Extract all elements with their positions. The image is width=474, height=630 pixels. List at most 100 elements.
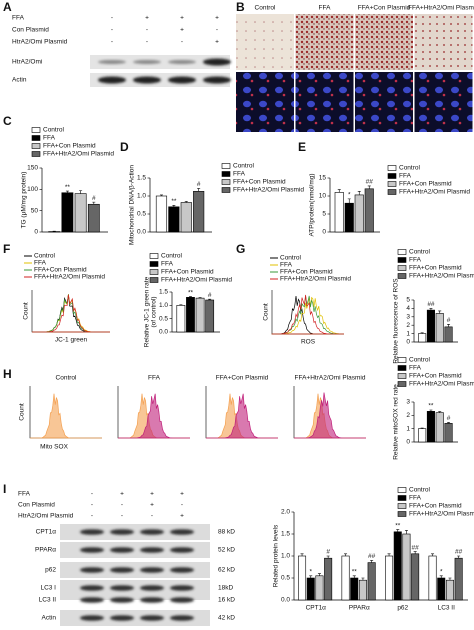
bar — [393, 531, 402, 601]
significance-mark: * — [348, 192, 351, 199]
legend-label: FFA+HtrA2/Omi Plasmid — [409, 273, 474, 280]
histogram-frame — [31, 290, 110, 333]
treatment-sign: - — [146, 27, 148, 34]
y-axis-label: Count — [263, 303, 270, 321]
treatment-sign: + — [215, 15, 219, 22]
histogram-curve — [271, 296, 345, 335]
x-tick-label: PPARα — [349, 605, 370, 612]
treatment-label: FFA — [12, 15, 25, 22]
treatment-sign: - — [181, 502, 183, 509]
y-tick-label: 0.0 — [281, 597, 290, 604]
legend-label: FFA+HtrA2/Omi Plasmid — [399, 189, 470, 196]
legend-swatch — [387, 173, 397, 179]
y-tick-label: 2.0 — [281, 509, 290, 516]
blot-band — [140, 585, 164, 591]
legend-swatch — [397, 495, 407, 501]
legend-swatch — [31, 151, 41, 157]
legend-swatch — [149, 277, 159, 283]
y-axis-label: Relative fluorescence of ROS — [393, 278, 400, 364]
blot-band — [170, 597, 194, 603]
legend-label: FFA+HtrA2/Omi Plasmid — [161, 277, 232, 284]
y-tick-label: 0.0 — [159, 329, 168, 336]
legend-label: Control — [399, 165, 421, 172]
legend-swatch — [221, 171, 231, 177]
y-tick-label: 0 — [406, 439, 410, 446]
significance-mark: ## — [412, 544, 420, 551]
y-axis-label: Mitochondrial DNA/β-Action — [129, 165, 136, 245]
fluorescence-image — [295, 72, 354, 132]
bar — [193, 191, 205, 233]
y-axis-label: (of control) — [151, 296, 158, 327]
blot-band — [170, 547, 194, 553]
blot-band — [168, 60, 196, 64]
legend-label: FFA+Con Plasmid — [399, 181, 452, 188]
treatment-label: Con Plasmid — [18, 502, 55, 509]
legend-swatch — [397, 273, 407, 279]
histogram-curve — [32, 294, 110, 333]
error-bar — [439, 575, 443, 578]
legend-label: FFA — [409, 365, 422, 372]
histogram-title: Control — [56, 375, 78, 382]
error-bar — [65, 190, 69, 193]
y-tick-label: 0.0 — [137, 229, 146, 236]
blot-band — [133, 60, 161, 64]
legend-label: FFA — [34, 260, 47, 267]
legend-swatch — [221, 163, 231, 169]
blot-band — [80, 547, 104, 553]
bar — [195, 297, 205, 333]
treatment-sign: - — [111, 15, 113, 22]
error-bar — [347, 198, 351, 204]
bar — [186, 297, 195, 333]
error-bar — [317, 573, 321, 576]
bar — [176, 305, 186, 333]
treatment-sign: - — [181, 39, 183, 46]
y-tick-label: 5 — [322, 211, 326, 218]
band-label: LC3 II — [39, 597, 57, 604]
error-bar — [159, 194, 163, 196]
y-tick-label: 150 — [27, 165, 38, 172]
error-bar — [420, 427, 424, 429]
blot-band — [170, 567, 194, 573]
legend-label: FFA+Con Plasmid — [161, 269, 214, 276]
bar — [344, 202, 354, 233]
legend-label: FFA+Con Plasmid — [233, 179, 286, 186]
y-tick-label: 1.0 — [159, 302, 168, 309]
band-size: 52 kD — [218, 547, 235, 554]
error-bar — [404, 530, 408, 534]
treatment-label: HtrA2/Omi Plasmid — [18, 513, 74, 520]
legend-swatch — [397, 249, 407, 255]
y-tick-label: 0 — [322, 229, 326, 236]
error-bar — [420, 332, 424, 334]
x-axis-label: ROS — [301, 339, 316, 346]
legend-swatch — [31, 143, 41, 149]
y-tick-label: 0 — [406, 339, 410, 346]
blot-band — [110, 529, 134, 535]
error-bar — [367, 185, 371, 189]
panel-label: E — [298, 140, 306, 154]
legend-label: FFA+HtrA2/Omi Plasmid — [233, 187, 304, 194]
legend-label: FFA+Con Plasmid — [280, 269, 333, 276]
error-bar — [352, 575, 356, 578]
x-tick-label: CPT1α — [306, 605, 327, 612]
x-tick-label: LC3 II — [438, 605, 456, 612]
histogram-curve — [271, 295, 345, 335]
legend-label: FFA+Con Plasmid — [43, 143, 96, 150]
bar — [426, 411, 435, 443]
band-size: 88 kD — [218, 529, 235, 536]
x-axis-label: Mito SOX — [40, 444, 68, 451]
band-size: 42 kD — [218, 615, 235, 622]
legend-label: Control — [233, 163, 255, 170]
blot-band — [203, 58, 231, 66]
error-bar — [357, 191, 361, 195]
y-axis-label: Count — [19, 403, 26, 421]
error-bar — [326, 555, 330, 559]
bar — [437, 577, 446, 601]
bar — [324, 557, 333, 601]
column-label: FFA+HtrA2/Omi Plasmid — [408, 5, 474, 12]
treatment-sign: + — [180, 27, 184, 34]
band-size: 18kD — [218, 585, 233, 592]
treatment-label: FFA — [18, 491, 31, 498]
legend-swatch — [149, 261, 159, 267]
error-bar — [429, 409, 433, 412]
blot-band — [98, 60, 126, 64]
